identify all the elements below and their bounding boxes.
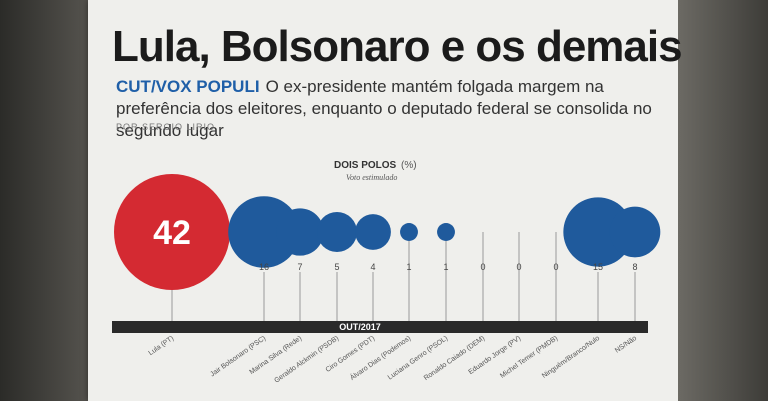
value-label: 4 <box>370 262 375 272</box>
value-label: 16 <box>259 262 269 272</box>
period-label: OUT/2017 <box>339 322 381 332</box>
value-label: 1 <box>406 262 411 272</box>
period-bar <box>112 321 648 333</box>
bubble <box>316 211 358 253</box>
value-label: 5 <box>334 262 339 272</box>
lead-text: O ex-presidente mantém folgada margem na… <box>116 77 652 140</box>
category-label: NS/Não <box>614 335 638 355</box>
value-label: 8 <box>632 262 637 272</box>
value-label: 0 <box>480 262 485 272</box>
article-lead: CUT/VOX POPULI O ex-presidente mantém fol… <box>116 76 676 142</box>
chart-unit: (%) <box>401 160 417 171</box>
bubble <box>609 206 661 258</box>
chart-title: DOIS POLOS (%) <box>334 160 417 171</box>
category-label: Luciana Genro (PSOL) <box>387 335 449 382</box>
chart-title-text: DOIS POLOS <box>334 160 397 171</box>
left-background <box>0 0 88 401</box>
byline: POR SERGIO LIRIO <box>116 122 216 132</box>
category-label: Geraldo Alckmin (PSDB) <box>273 335 340 385</box>
chart-subtitle: Voto estimulado <box>346 173 398 182</box>
source-kicker: CUT/VOX POPULI <box>116 77 260 96</box>
value-label: 7 <box>297 262 302 272</box>
bubble <box>355 214 391 250</box>
bubble <box>400 223 418 241</box>
value-label: 42 <box>153 214 191 252</box>
category-label: Ronaldo Caiado (DEM) <box>423 335 486 382</box>
category-label: Lula (PT) <box>148 335 176 357</box>
article-title: Lula, Bolsonaro e os demais <box>112 22 683 71</box>
value-label: 0 <box>516 262 521 272</box>
bubble <box>114 174 230 290</box>
value-label: 15 <box>593 262 603 272</box>
value-label: 0 <box>553 262 558 272</box>
value-label: 1 <box>443 262 448 272</box>
right-background <box>678 0 768 401</box>
bubble <box>563 197 633 267</box>
category-label: Álvaro Dias (Podemos) <box>348 333 412 382</box>
bubble <box>276 208 324 256</box>
bubble <box>228 196 300 268</box>
bubble <box>437 223 455 241</box>
